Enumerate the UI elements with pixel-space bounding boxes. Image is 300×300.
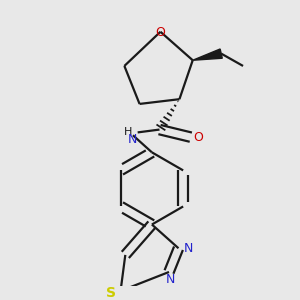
Text: O: O bbox=[155, 26, 165, 39]
Text: O: O bbox=[194, 131, 203, 144]
Text: S: S bbox=[106, 286, 116, 300]
Text: N: N bbox=[127, 133, 136, 146]
Text: N: N bbox=[166, 273, 176, 286]
Text: N: N bbox=[183, 242, 193, 255]
Text: H: H bbox=[124, 128, 132, 137]
Polygon shape bbox=[193, 49, 222, 60]
